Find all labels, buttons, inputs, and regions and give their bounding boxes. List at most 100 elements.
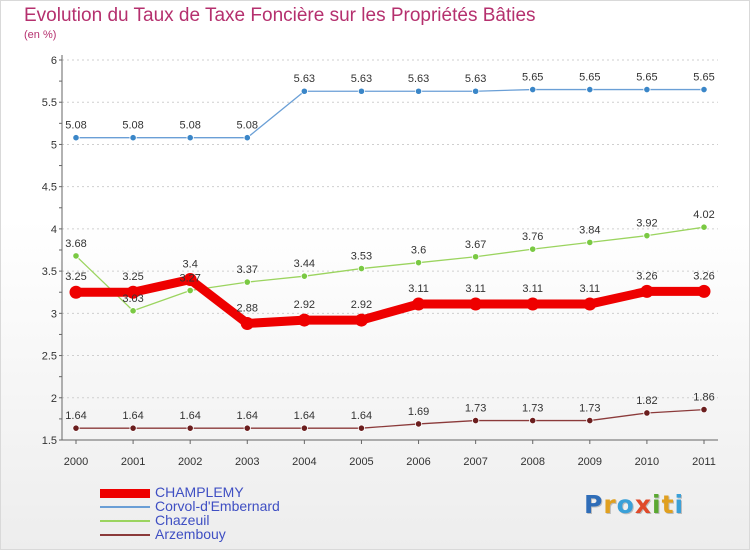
- data-label-arzembouy-2010: 1.82: [636, 395, 657, 407]
- data-label-chazeuil-2009: 3.84: [579, 224, 600, 236]
- logo-letter-4: i: [652, 490, 662, 519]
- data-label-arzembouy-2006: 1.69: [408, 406, 429, 418]
- data-label-champlemy-2002: 3.4: [183, 259, 198, 271]
- data-point-corvol-d-embernard-2008: [529, 85, 537, 94]
- x-tick-label-2000: 2000: [64, 456, 88, 468]
- y-tick-label-4: 3.5: [42, 266, 57, 278]
- y-tick-label-0: 1.5: [42, 435, 57, 447]
- legend: CHAMPLEMY Corvol-d'Embernard Chazeuil Ar…: [100, 484, 400, 542]
- data-label-chazeuil-2002: 3.27: [179, 273, 200, 285]
- y-tick-label-9: 6: [51, 55, 57, 67]
- data-point-champlemy-2009: [583, 297, 597, 311]
- legend-item-corvol: Corvol-d'Embernard: [100, 498, 400, 514]
- data-label-arzembouy-2005: 1.64: [351, 410, 372, 422]
- data-point-chazeuil-2002: [186, 286, 194, 295]
- data-point-chazeuil-2011: [700, 223, 708, 231]
- data-point-arzembouy-2006: [414, 420, 423, 428]
- data-point-arzembouy-2001: [129, 424, 137, 432]
- series-line-arzembouy: [75, 408, 705, 429]
- x-tick-label-2006: 2006: [406, 456, 430, 468]
- data-point-champlemy-2010: [640, 284, 654, 298]
- data-label-corvol-d-embernard-2004: 5.63: [294, 73, 315, 85]
- data-point-champlemy-2007: [469, 297, 483, 311]
- data-point-arzembouy-2010: [643, 409, 651, 417]
- data-label-champlemy-2010: 3.26: [636, 270, 657, 282]
- x-tick-label-2001: 2001: [121, 456, 145, 468]
- data-point-corvol-d-embernard-2001: [129, 134, 137, 142]
- y-tick-label-3: 3: [51, 308, 57, 320]
- data-label-arzembouy-2009: 1.73: [579, 403, 600, 415]
- proxiti-logo: Proxiti: [584, 490, 684, 519]
- data-point-champlemy-2006: [412, 297, 426, 311]
- logo-letter-6: i: [674, 490, 685, 519]
- logo-letter-0: P: [584, 490, 604, 519]
- data-point-chazeuil-2007: [472, 253, 480, 261]
- data-point-champlemy-2001: [126, 285, 140, 299]
- data-point-corvol-d-embernard-2009: [586, 85, 594, 94]
- data-point-corvol-d-embernard-2007: [472, 87, 480, 95]
- data-label-corvol-d-embernard-2001: 5.08: [122, 120, 143, 132]
- data-point-chazeuil-2008: [529, 245, 537, 253]
- data-label-chazeuil-2008: 3.76: [522, 231, 543, 243]
- data-point-arzembouy-2000: [72, 424, 80, 432]
- data-label-arzembouy-2008: 1.73: [522, 403, 543, 415]
- data-point-corvol-d-embernard-2000: [72, 134, 80, 142]
- data-point-chazeuil-2009: [586, 238, 594, 246]
- data-point-arzembouy-2009: [586, 416, 594, 425]
- data-point-arzembouy-2007: [472, 416, 480, 425]
- data-point-arzembouy-2002: [186, 424, 194, 432]
- data-point-corvol-d-embernard-2003: [243, 134, 251, 142]
- data-label-champlemy-2003: 2.88: [237, 302, 258, 314]
- legend-item-arzembouy: Arzembouy: [100, 526, 400, 542]
- legend-label-chazeuil: Chazeuil: [155, 512, 210, 528]
- data-label-champlemy-2005: 2.92: [351, 299, 372, 311]
- data-label-corvol-d-embernard-2008: 5.65: [522, 72, 543, 84]
- data-point-arzembouy-2003: [243, 424, 251, 432]
- x-tick-label-2004: 2004: [292, 456, 316, 468]
- data-label-chazeuil-2001: 3.03: [122, 293, 143, 305]
- y-tick-label-8: 5.5: [42, 97, 57, 109]
- data-label-chazeuil-2005: 3.53: [351, 251, 372, 263]
- data-label-champlemy-2000: 3.25: [65, 271, 86, 283]
- legend-swatch-champlemy: [100, 488, 150, 498]
- data-label-champlemy-2009: 3.11: [580, 283, 601, 295]
- data-label-corvol-d-embernard-2005: 5.63: [351, 73, 372, 85]
- data-labels: 5.08 5.08 5.08 5.08 5.63 5.63 5.63 5.63 5.65 5.65…: [65, 72, 714, 423]
- logo-letter-3: x: [634, 490, 652, 519]
- grid-lines: [62, 59, 718, 399]
- data-label-arzembouy-2002: 1.64: [179, 410, 200, 422]
- data-label-corvol-d-embernard-2002: 5.08: [179, 120, 200, 132]
- data-label-chazeuil-2011: 4.02: [693, 209, 714, 221]
- data-label-chazeuil-2007: 3.67: [465, 239, 486, 251]
- x-tick-label-2003: 2003: [235, 456, 259, 468]
- data-label-chazeuil-2003: 3.37: [237, 264, 258, 276]
- data-label-arzembouy-2004: 1.64: [294, 410, 315, 422]
- x-tick-label-2010: 2010: [635, 456, 659, 468]
- data-label-champlemy-2011: 3.26: [693, 270, 714, 282]
- data-point-corvol-d-embernard-2005: [357, 87, 366, 95]
- data-label-corvol-d-embernard-2009: 5.65: [579, 72, 600, 84]
- data-point-champlemy-2011: [697, 284, 711, 298]
- data-label-champlemy-2004: 2.92: [294, 299, 315, 311]
- data-point-chazeuil-2004: [300, 272, 308, 280]
- legend-item-chazeuil: Chazeuil: [100, 512, 400, 528]
- y-tick-label-5: 4: [51, 224, 57, 236]
- legend-swatch-chazeuil: [100, 520, 150, 522]
- chart-title: Evolution du Taux de Taxe Foncière sur l…: [24, 5, 536, 26]
- data-point-champlemy-2005: [354, 313, 368, 327]
- data-label-corvol-d-embernard-2011: 5.65: [693, 72, 714, 84]
- data-label-champlemy-2008: 3.11: [522, 283, 543, 295]
- data-label-arzembouy-2011: 1.86: [693, 392, 714, 404]
- data-point-arzembouy-2011: [700, 405, 708, 414]
- data-point-corvol-d-embernard-2011: [700, 85, 708, 94]
- legend-item-champlemy: CHAMPLEMY: [100, 484, 400, 500]
- data-point-corvol-d-embernard-2006: [414, 87, 423, 95]
- data-label-chazeuil-2000: 3.68: [65, 238, 86, 250]
- data-label-arzembouy-2003: 1.64: [237, 410, 258, 422]
- data-label-corvol-d-embernard-2003: 5.08: [237, 120, 258, 132]
- data-label-corvol-d-embernard-2006: 5.63: [408, 73, 429, 85]
- legend-label-arzembouy: Arzembouy: [155, 526, 226, 542]
- series-line-corvol-d-embernard: [75, 88, 705, 139]
- data-point-chazeuil-2006: [414, 259, 423, 267]
